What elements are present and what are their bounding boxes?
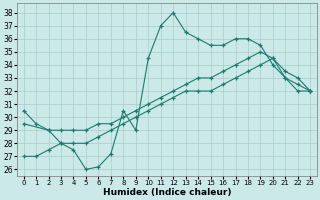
X-axis label: Humidex (Indice chaleur): Humidex (Indice chaleur) — [103, 188, 231, 197]
